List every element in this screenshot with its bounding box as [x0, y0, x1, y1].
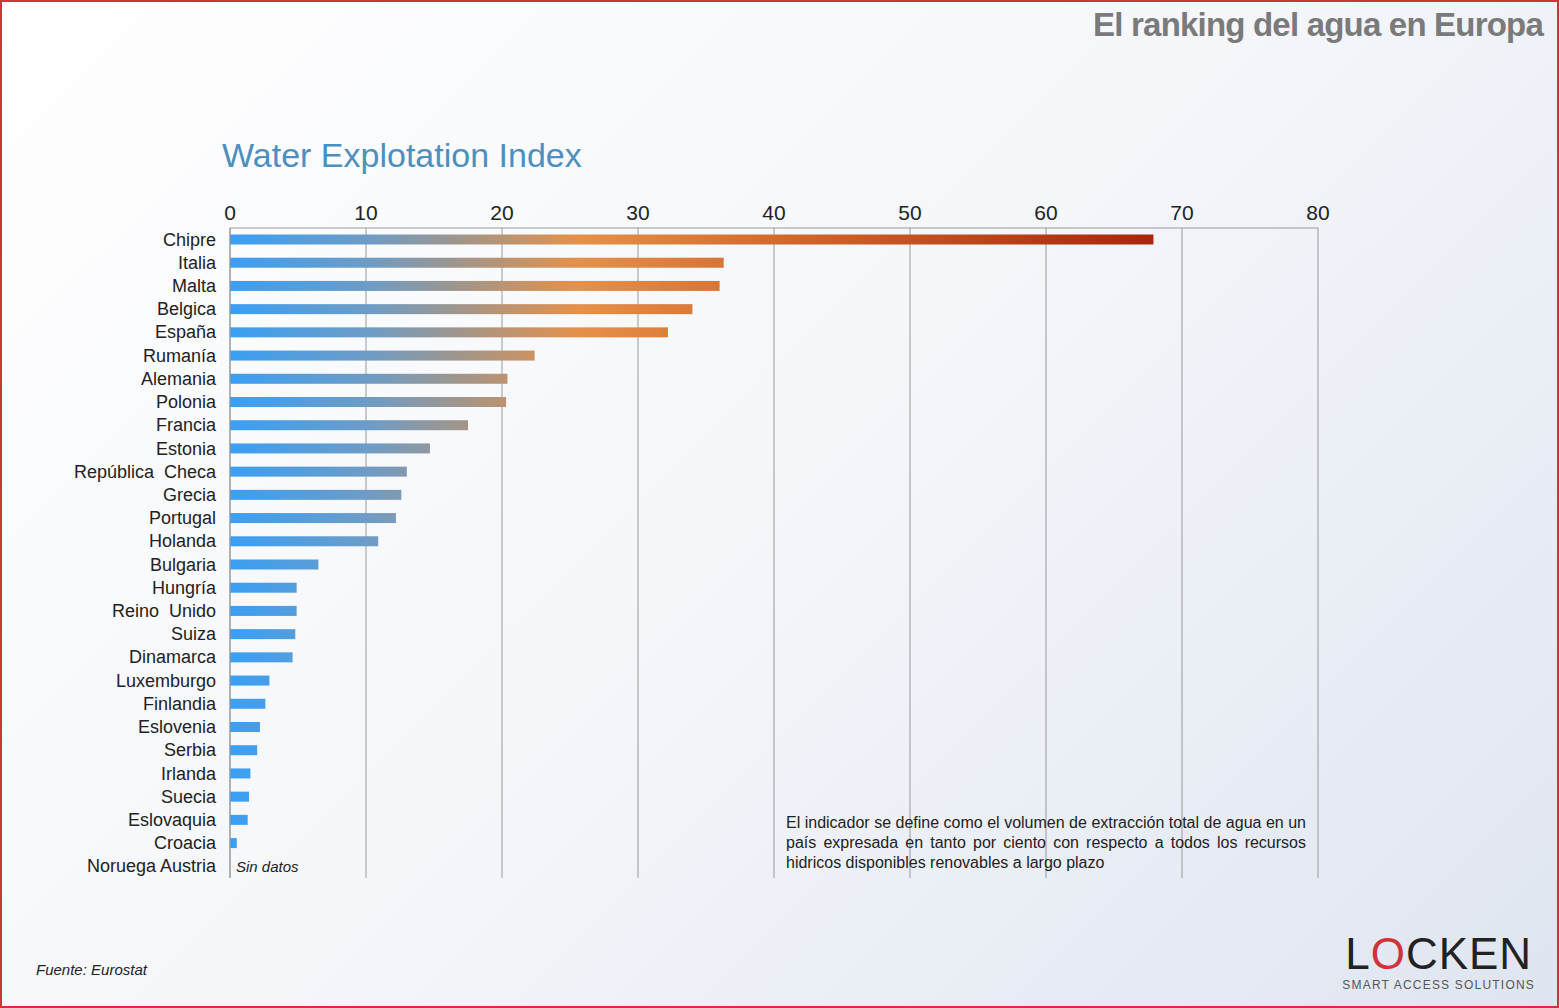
- svg-text:20: 20: [490, 201, 513, 224]
- svg-text:Noruega Austria: Noruega Austria: [87, 856, 217, 876]
- svg-text:Belgica: Belgica: [157, 299, 217, 319]
- svg-text:70: 70: [1170, 201, 1193, 224]
- svg-text:Hungría: Hungría: [152, 578, 217, 598]
- svg-text:Croacia: Croacia: [154, 833, 217, 853]
- html-text:El indicador se define como el: El indicador se define como el volumen d…: [786, 814, 1306, 871]
- svg-text:Holanda: Holanda: [149, 531, 217, 551]
- svg-text:Rumanía: Rumanía: [143, 346, 217, 366]
- svg-text:Francia: Francia: [156, 415, 217, 435]
- svg-text:Eslovenia: Eslovenia: [138, 717, 217, 737]
- svg-text:Bulgaria: Bulgaria: [150, 555, 217, 575]
- html-text:El ranking del agua en Europa: El ranking del agua en Europa: [1093, 6, 1543, 43]
- svg-text:Suiza: Suiza: [171, 624, 217, 644]
- svg-text:Sin datos: Sin datos: [236, 858, 299, 875]
- svg-text:Grecia: Grecia: [163, 485, 217, 505]
- svg-text:Eslovaquia: Eslovaquia: [128, 810, 217, 830]
- svg-text:Italia: Italia: [178, 253, 217, 273]
- svg-text:Estonia: Estonia: [156, 439, 217, 459]
- svg-text:50: 50: [898, 201, 921, 224]
- svg-text:Polonia: Polonia: [156, 392, 217, 412]
- svg-text:Finlandia: Finlandia: [143, 694, 217, 714]
- svg-text:República Checa: República Checa: [74, 462, 217, 482]
- svg-text:Dinamarca: Dinamarca: [129, 647, 217, 667]
- svg-text:10: 10: [354, 201, 377, 224]
- html-text:SMART ACCESS SOLUTIONS: SMART ACCESS SOLUTIONS: [1342, 978, 1535, 992]
- svg-text:Chipre: Chipre: [163, 230, 216, 250]
- svg-text:60: 60: [1034, 201, 1057, 224]
- svg-text:Malta: Malta: [172, 276, 217, 296]
- html-text:L O CKEN: L O CKEN: [1345, 929, 1533, 978]
- svg-text:España: España: [155, 322, 217, 342]
- svg-text:0: 0: [224, 201, 236, 224]
- svg-text:Portugal: Portugal: [149, 508, 216, 528]
- html-text:Water Explotation Index: Water Explotation Index: [222, 136, 582, 174]
- svg-text:30: 30: [626, 201, 649, 224]
- svg-text:Alemania: Alemania: [141, 369, 217, 389]
- svg-text:40: 40: [762, 201, 785, 224]
- svg-text:Suecia: Suecia: [161, 787, 217, 807]
- html-text:Fuente: Eurostat: Fuente: Eurostat: [36, 961, 147, 978]
- svg-text:80: 80: [1306, 201, 1329, 224]
- svg-text:Irlanda: Irlanda: [161, 764, 217, 784]
- svg-text:Reino Unido: Reino Unido: [112, 601, 216, 621]
- svg-text:Luxemburgo: Luxemburgo: [116, 671, 216, 691]
- svg-text:Serbia: Serbia: [164, 740, 217, 760]
